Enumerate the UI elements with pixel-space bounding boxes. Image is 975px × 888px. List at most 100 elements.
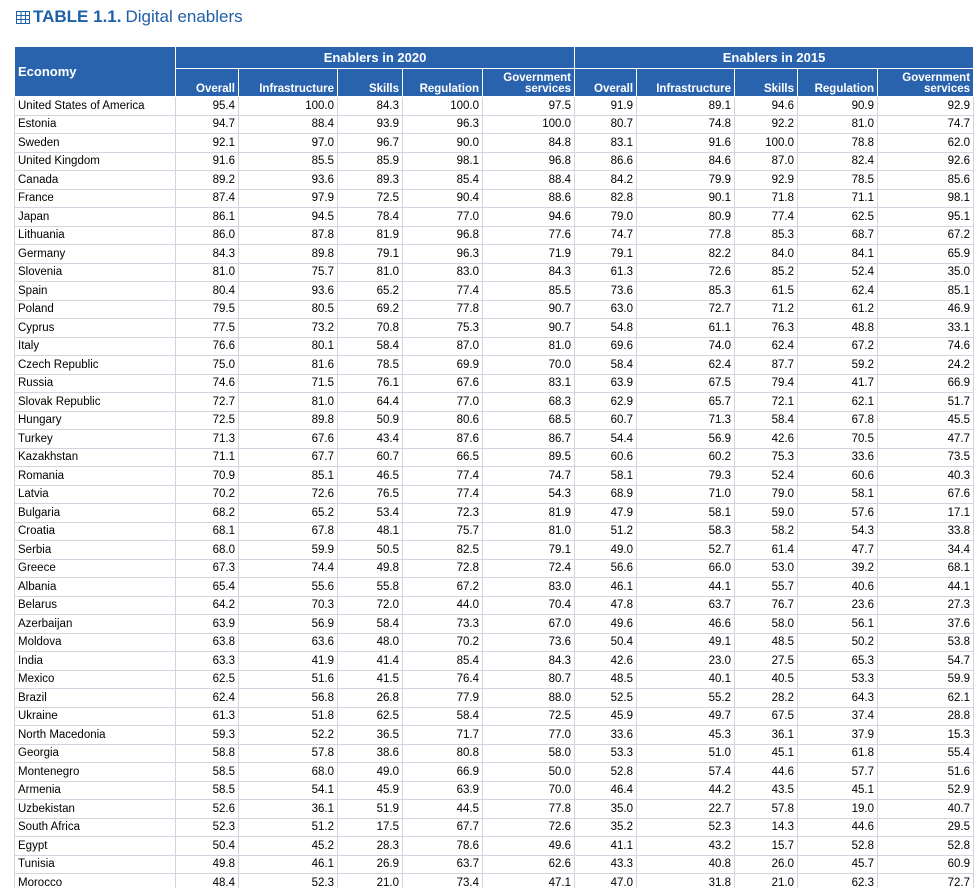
- score-cell: 81.9: [337, 226, 403, 245]
- score-cell: 61.8: [797, 744, 879, 763]
- score-cell: 72.6: [238, 485, 338, 504]
- score-cell: 52.2: [238, 725, 338, 745]
- score-cell: 63.3: [175, 651, 239, 671]
- table-row: North Macedonia 59.3 52.2 36.5 71.7 77.0 33.6 4…: [14, 725, 975, 745]
- data-table: Economy Enablers in 2020 Enablers in 2015 O…: [14, 46, 975, 888]
- score-cell: 78.4: [337, 207, 403, 227]
- table-row: Italy 76.6 80.1 58.4 87.0 81.0 69.6 74.0 62.4 67.…: [14, 337, 975, 356]
- economy-name: Brazil: [14, 688, 176, 708]
- score-cell: 89.8: [238, 411, 338, 430]
- score-cell: 72.7: [636, 300, 736, 319]
- score-cell: 77.8: [402, 300, 483, 319]
- score-cell: 59.9: [238, 540, 338, 560]
- score-cell: 54.7: [877, 651, 975, 671]
- score-cell: 44.2: [636, 781, 736, 800]
- score-cell: 26.8: [337, 688, 403, 708]
- table-row: Hungary 72.5 89.8 50.9 80.6 68.5 60.7 71.3 58.4 6…: [14, 411, 975, 430]
- score-cell: 80.1: [238, 337, 338, 356]
- economy-name: Czech Republic: [14, 355, 176, 375]
- score-cell: 84.6: [636, 152, 736, 171]
- score-cell: 98.1: [402, 152, 483, 171]
- score-cell: 37.9: [797, 725, 879, 745]
- economy-name: Bulgaria: [14, 503, 176, 523]
- score-cell: 71.8: [734, 189, 799, 208]
- score-cell: 47.7: [877, 429, 975, 449]
- score-cell: 93.6: [238, 281, 338, 301]
- score-cell: 72.3: [402, 503, 483, 523]
- score-cell: 100.0: [482, 115, 576, 134]
- score-cell: 29.5: [877, 818, 975, 837]
- economy-name: Germany: [14, 244, 176, 264]
- economy-name: Albania: [14, 577, 176, 597]
- score-cell: 52.6: [175, 799, 239, 819]
- score-cell: 81.9: [482, 503, 576, 523]
- score-cell: 90.0: [402, 133, 483, 153]
- score-cell: 96.3: [402, 244, 483, 264]
- score-cell: 68.0: [175, 540, 239, 560]
- score-cell: 17.5: [337, 818, 403, 837]
- score-cell: 63.9: [175, 614, 239, 634]
- score-cell: 55.4: [877, 744, 975, 763]
- column-header: Regulation: [402, 68, 483, 97]
- table-row: Brazil 62.4 56.8 26.8 77.9 88.0 52.5 55.2 28.2 64…: [14, 688, 975, 708]
- score-cell: 52.8: [574, 762, 638, 782]
- column-header: Skills: [337, 68, 403, 97]
- table-row: Bulgaria 68.2 65.2 53.4 72.3 81.9 47.9 58.1 59.0…: [14, 503, 975, 523]
- score-cell: 81.0: [482, 337, 576, 356]
- score-cell: 70.8: [337, 318, 403, 338]
- table-row: South Africa 52.3 51.2 17.5 67.7 72.6 35.2 52.3…: [14, 818, 975, 837]
- score-cell: 68.5: [482, 411, 576, 430]
- score-cell: 88.4: [238, 115, 338, 134]
- score-cell: 85.1: [877, 281, 975, 301]
- score-cell: 23.6: [797, 596, 879, 615]
- score-cell: 27.5: [734, 651, 799, 671]
- column-header: Overall: [175, 68, 239, 97]
- score-cell: 90.7: [482, 300, 576, 319]
- title-label: TABLE 1.1.: [33, 7, 122, 26]
- score-cell: 77.0: [402, 392, 483, 412]
- score-cell: 79.0: [734, 485, 799, 504]
- table-row: Slovak Republic 72.7 81.0 64.4 77.0 68.3 62.9 6…: [14, 392, 975, 412]
- score-cell: 74.0: [636, 337, 736, 356]
- score-cell: 44.0: [402, 596, 483, 615]
- score-cell: 49.6: [574, 614, 638, 634]
- header-row: Economy Enablers in 2020 Enablers in 2015: [14, 46, 975, 97]
- score-cell: 63.0: [574, 300, 638, 319]
- score-cell: 71.1: [175, 448, 239, 467]
- score-cell: 46.9: [877, 300, 975, 319]
- score-cell: 72.5: [482, 707, 576, 726]
- score-cell: 46.5: [337, 466, 403, 486]
- table-row: Moldova 63.8 63.6 48.0 70.2 73.6 50.4 49.1 48.5 5…: [14, 633, 975, 652]
- score-cell: 88.0: [482, 688, 576, 708]
- table-row: Morocco 48.4 52.3 21.0 73.4 47.1 47.0 31.8 21.0 6…: [14, 873, 975, 888]
- score-cell: 52.3: [636, 818, 736, 837]
- score-cell: 57.8: [238, 744, 338, 763]
- economy-name: Serbia: [14, 540, 176, 560]
- table-row: Lithuania 86.0 87.8 81.9 96.8 77.6 74.7 77.8 85.…: [14, 226, 975, 245]
- score-cell: 41.9: [238, 651, 338, 671]
- score-cell: 62.1: [877, 688, 975, 708]
- score-cell: 85.4: [402, 170, 483, 190]
- score-cell: 56.8: [238, 688, 338, 708]
- economy-name: Armenia: [14, 781, 176, 800]
- score-cell: 72.8: [402, 559, 483, 578]
- score-cell: 47.8: [574, 596, 638, 615]
- group-header: Enablers in 2015: [574, 46, 975, 69]
- score-cell: 84.3: [482, 651, 576, 671]
- score-cell: 72.7: [877, 873, 975, 888]
- economy-name: Ukraine: [14, 707, 176, 726]
- score-cell: 59.2: [797, 355, 879, 375]
- score-cell: 65.7: [636, 392, 736, 412]
- score-cell: 52.3: [238, 873, 338, 888]
- score-cell: 78.8: [797, 133, 879, 153]
- score-cell: 80.4: [175, 281, 239, 301]
- score-cell: 83.1: [482, 374, 576, 393]
- table-row: Russia 74.6 71.5 76.1 67.6 83.1 63.9 67.5 79.4 41…: [14, 374, 975, 393]
- score-cell: 65.3: [797, 651, 879, 671]
- score-cell: 60.7: [337, 448, 403, 467]
- score-cell: 43.3: [574, 855, 638, 874]
- subheader-row: Overall Infrastructure Skills Regulation Gov…: [15, 68, 975, 97]
- score-cell: 73.4: [402, 873, 483, 888]
- score-cell: 86.1: [175, 207, 239, 227]
- economy-name: Mexico: [14, 670, 176, 689]
